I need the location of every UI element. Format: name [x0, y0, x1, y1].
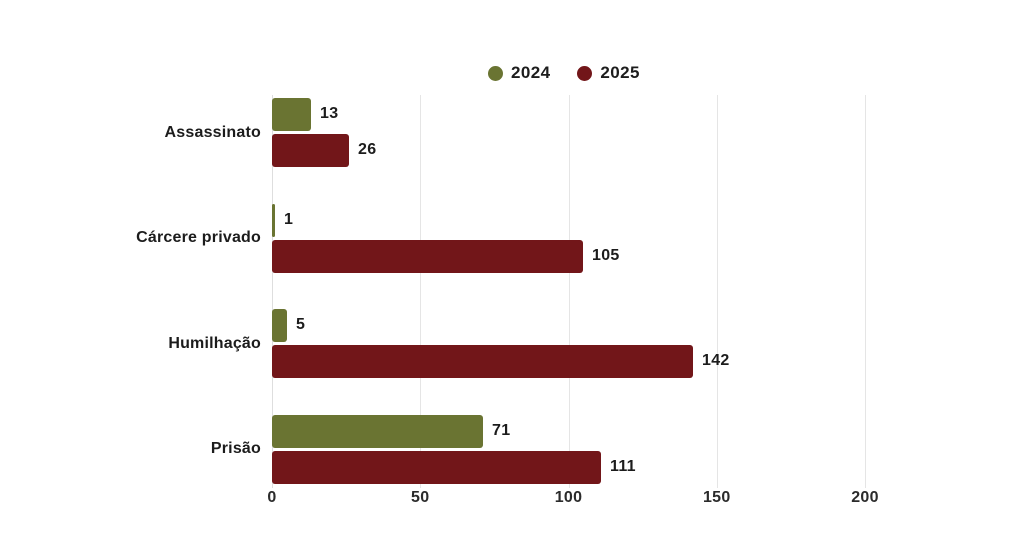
legend-dot-icon-2024 — [488, 65, 503, 81]
bar-2025-carcere-privado — [272, 239, 583, 273]
gridline-50 — [420, 95, 422, 488]
bar-2024-humilhacao — [272, 309, 287, 342]
gridline-200 — [865, 95, 866, 488]
value-label-2024-humilhacao: 5 — [296, 316, 306, 333]
gridline-0 — [272, 95, 273, 488]
chart-legend: 2024 2025 — [488, 63, 640, 83]
bar-2025-assassinato — [272, 134, 349, 167]
x-tick-label-200: 200 — [851, 489, 879, 506]
category-label-humilhacao: Humilhação — [168, 334, 261, 352]
category-label-prisao: Prisão — [210, 440, 261, 457]
category-label-carcere-privado: Cárcere privado — [136, 229, 261, 246]
value-label-2024-carcere-privado: 1 — [284, 210, 294, 228]
value-label-2025-humilhacao: 142 — [702, 352, 730, 369]
x-tick-label-100: 100 — [554, 489, 583, 506]
legend-dot-icon-2025 — [577, 65, 593, 81]
x-tick-label-0: 0 — [267, 489, 277, 506]
bar-2024-assassinato — [272, 98, 311, 131]
bar-2024-carcere-privado — [272, 203, 275, 237]
category-label-assassinato: Assassinato — [164, 123, 261, 141]
bar-2025-humilhacao — [272, 345, 693, 378]
legend-label-2024: 2024 — [511, 63, 551, 82]
x-tick-label-50: 50 — [411, 489, 430, 506]
plot-area: 0 50 100 150 200 13 26 1 105 5 142 71 111 — [267, 95, 879, 506]
bar-2024-prisao — [272, 414, 483, 448]
gridline-100 — [568, 95, 570, 488]
bar-2025-prisao — [272, 450, 601, 484]
legend-label-2025: 2025 — [600, 63, 640, 82]
x-tick-label-150: 150 — [702, 489, 731, 506]
value-label-2025-assassinato: 26 — [358, 141, 377, 158]
value-label-2025-prisao: 111 — [610, 457, 636, 475]
legend-item-2025: 2025 — [577, 63, 639, 83]
legend-item-2024: 2024 — [488, 63, 550, 83]
value-label-2025-carcere-privado: 105 — [592, 246, 620, 264]
value-label-2024-prisao: 71 — [492, 421, 511, 439]
gridline-150 — [716, 95, 718, 488]
value-label-2024-assassinato: 13 — [320, 105, 339, 122]
